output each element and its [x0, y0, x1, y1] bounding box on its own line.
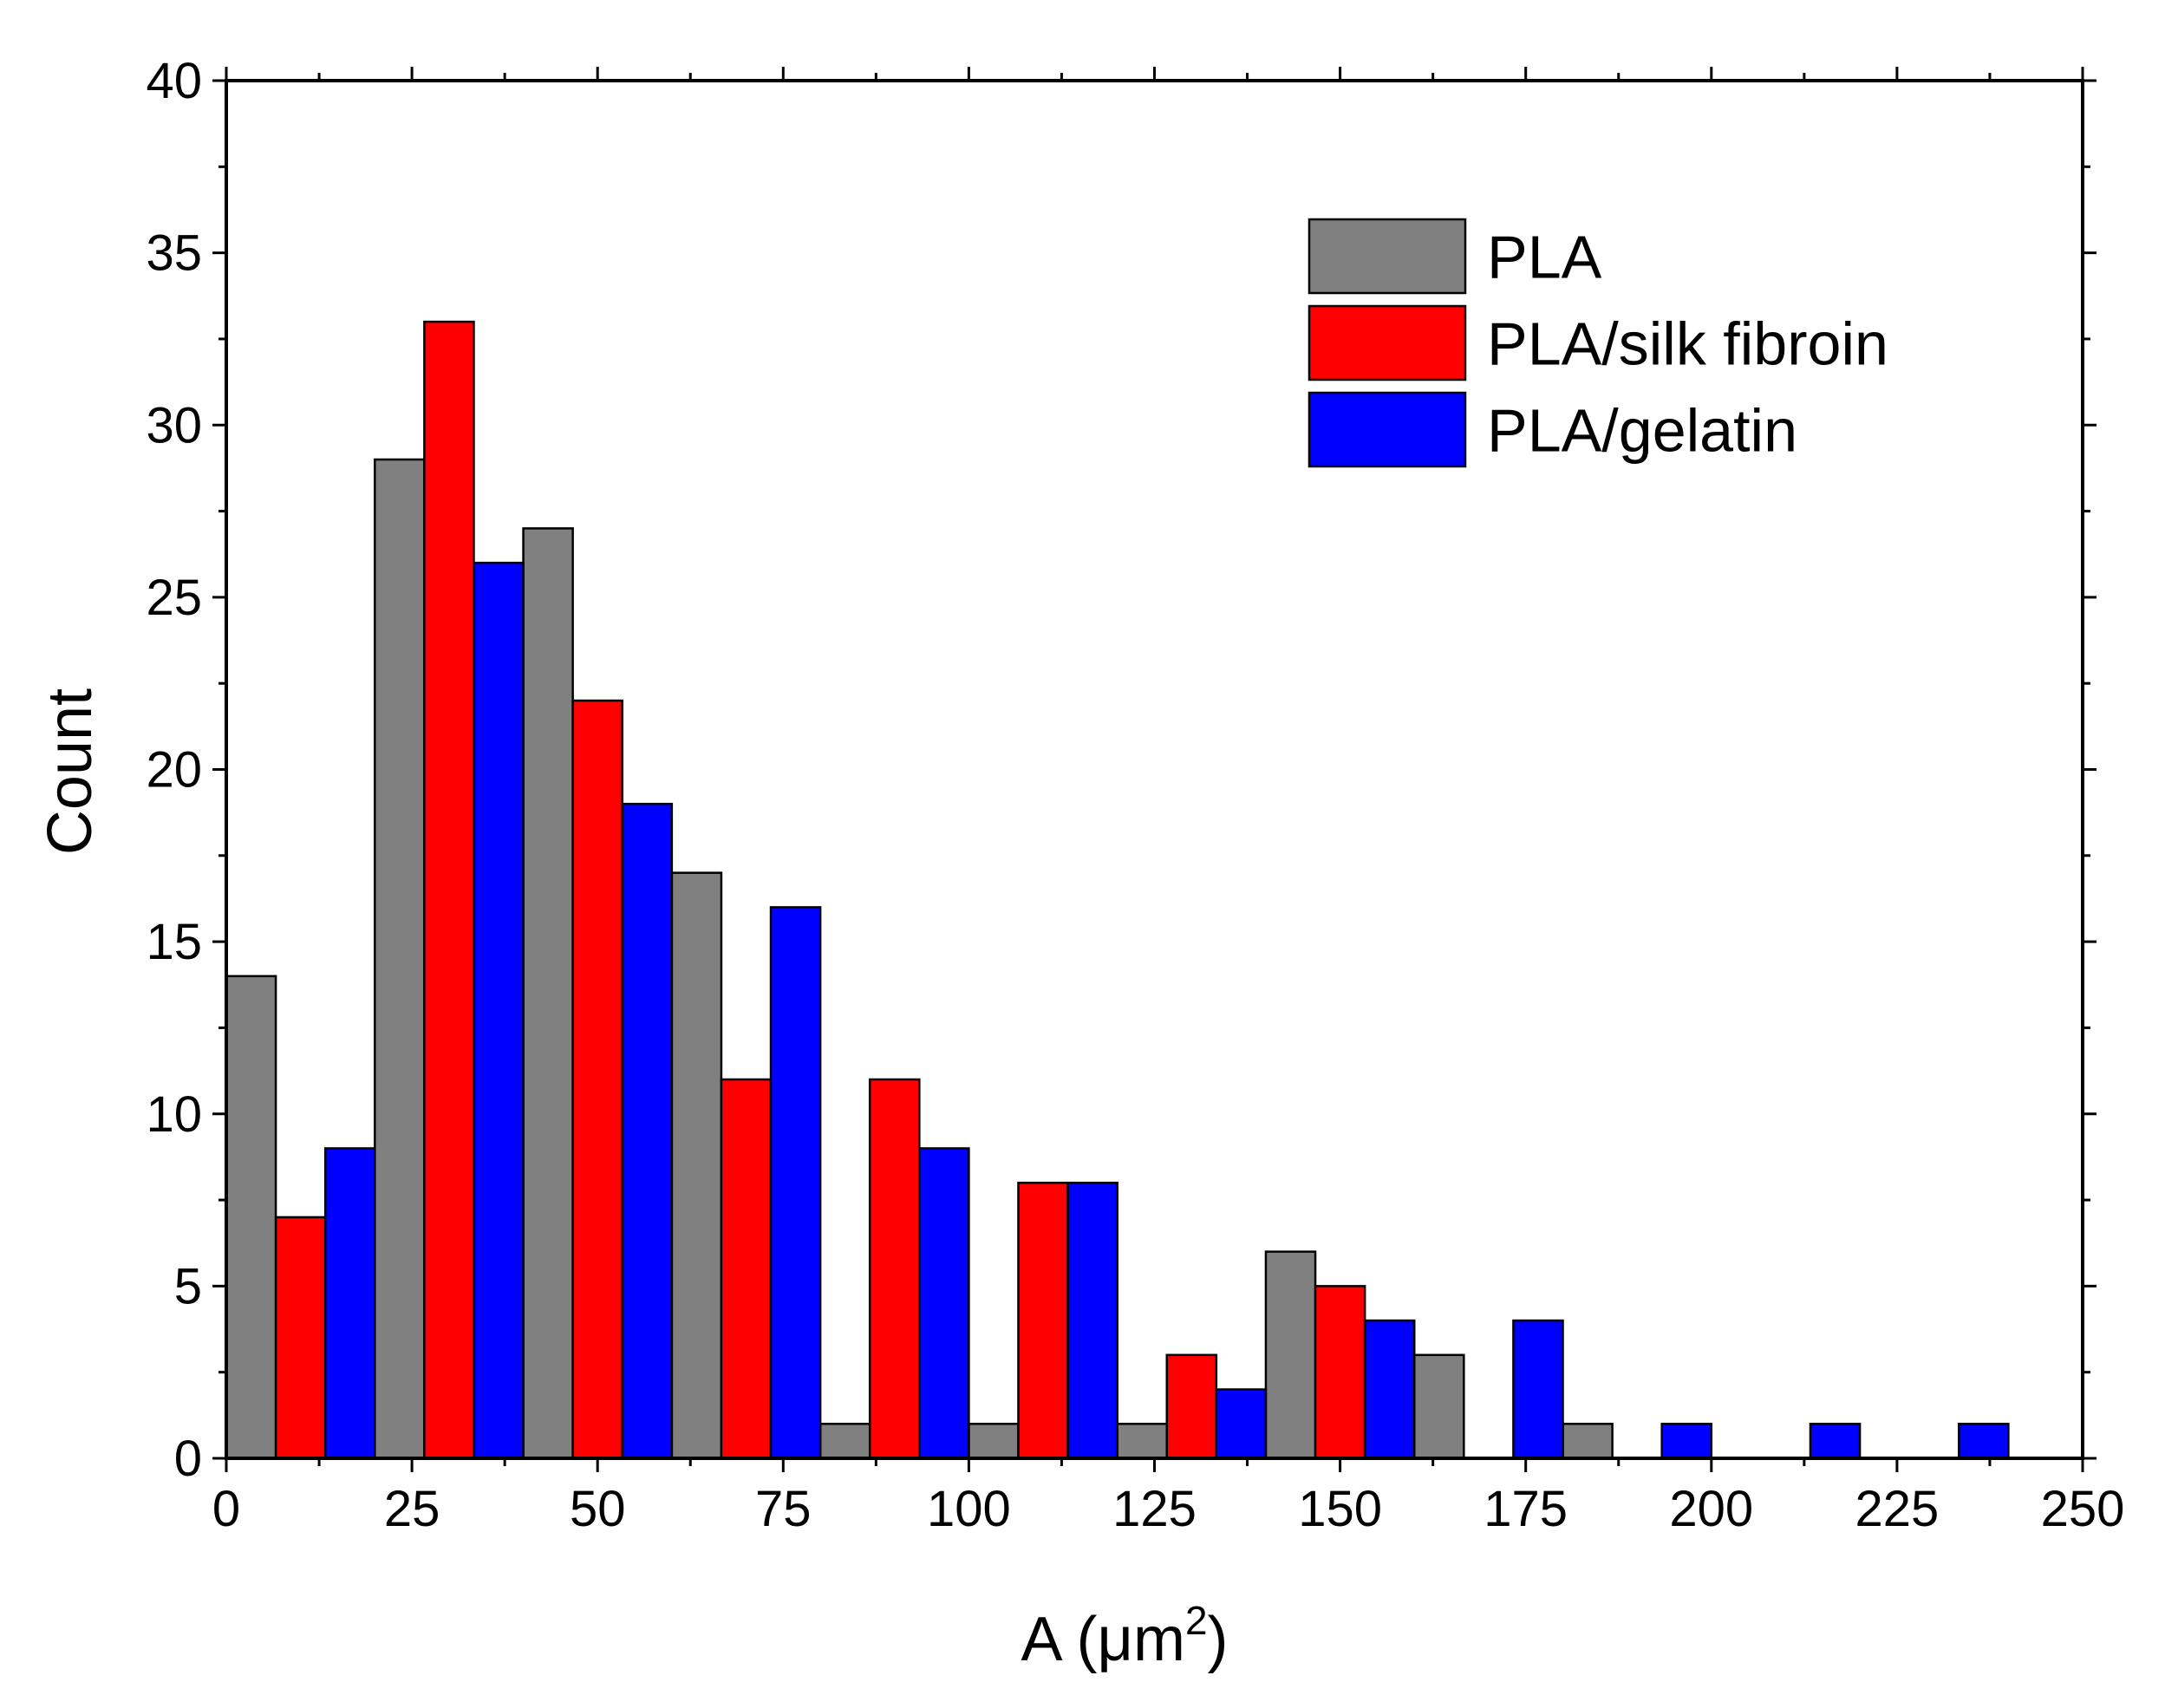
bar-pla-60 — [670, 871, 723, 1460]
y-tick-label: 40 — [146, 53, 202, 109]
legend-swatch-pla-gelatin — [1307, 391, 1467, 468]
bar-pla-gelatin-140 — [1363, 1319, 1416, 1460]
x-axis-title: A (μm2) — [1021, 1598, 1228, 1674]
bar-pla-100 — [968, 1423, 1020, 1460]
y-axis-title: Count — [36, 688, 105, 855]
legend: PLA PLA/silk fibroin PLA/gelatin — [1307, 218, 1888, 468]
x-tick-label: 50 — [570, 1481, 626, 1537]
bar-pla-120 — [1116, 1423, 1169, 1460]
bar-pla-gelatin-20 — [473, 561, 525, 1460]
x-tick-label: 0 — [212, 1481, 240, 1537]
legend-label-pla-silk-fibroin: PLA/silk fibroin — [1487, 310, 1888, 378]
legend-swatch-pla-silk-fibroin — [1307, 304, 1467, 381]
y-tick-label: 25 — [146, 570, 202, 626]
plot-frame — [225, 79, 2084, 1460]
bar-pla-silk-fibroin-20 — [423, 320, 475, 1460]
bar-pla-140 — [1264, 1250, 1317, 1460]
x-axis-title-close: ) — [1208, 1605, 1229, 1674]
bar-pla-0 — [225, 975, 277, 1460]
y-tick-label: 0 — [174, 1431, 202, 1487]
x-axis-title-unit: μm — [1097, 1605, 1184, 1674]
bar-pla-gelatin-0 — [323, 1147, 376, 1460]
bar-pla-20 — [374, 458, 426, 1460]
x-tick-label: 100 — [927, 1481, 1011, 1537]
bar-pla-silk-fibroin-100 — [1017, 1181, 1069, 1460]
bar-pla-gelatin-160 — [1512, 1319, 1564, 1460]
bar-pla-silk-fibroin-60 — [720, 1078, 773, 1460]
x-axis-title-superscript: 2 — [1185, 1598, 1208, 1643]
bar-pla-silk-fibroin-120 — [1165, 1353, 1218, 1460]
bar-pla-gelatin-200 — [1809, 1423, 1862, 1460]
x-tick-label: 225 — [1855, 1481, 1940, 1537]
tick-labels-layer: 0 25 50 75 100 125 150 175 200 225 250 0 5 10 15 20 25 30… — [146, 53, 2124, 1537]
bar-pla-gelatin-220 — [1958, 1423, 2010, 1460]
legend-label-pla: PLA — [1487, 224, 1602, 291]
legend-label-pla-gelatin: PLA/gelatin — [1487, 397, 1797, 465]
y-tick-label: 5 — [174, 1258, 202, 1314]
bar-pla-180 — [1562, 1423, 1614, 1460]
bar-pla-gelatin-180 — [1660, 1423, 1713, 1460]
x-tick-label: 25 — [384, 1481, 440, 1537]
bar-pla-silk-fibroin-140 — [1314, 1285, 1366, 1460]
bar-pla-silk-fibroin-40 — [571, 699, 623, 1460]
y-tick-label: 35 — [146, 225, 202, 282]
bar-pla-160 — [1412, 1353, 1465, 1460]
bar-pla-gelatin-80 — [918, 1147, 970, 1460]
bar-pla-silk-fibroin-80 — [868, 1078, 921, 1460]
y-tick-label: 20 — [146, 742, 202, 799]
y-tick-label: 10 — [146, 1086, 202, 1143]
bar-pla-gelatin-100 — [1066, 1181, 1118, 1460]
x-tick-label: 175 — [1484, 1481, 1568, 1537]
bars-layer — [225, 320, 2010, 1460]
bar-pla-gelatin-40 — [621, 802, 674, 1460]
x-tick-label: 125 — [1112, 1481, 1197, 1537]
y-tick-label: 30 — [146, 397, 202, 453]
x-tick-label: 200 — [1669, 1481, 1753, 1537]
bar-pla-gelatin-60 — [769, 906, 822, 1460]
bar-pla-80 — [818, 1423, 871, 1460]
y-tick-label: 15 — [146, 914, 202, 970]
x-axis-title-text: A ( — [1021, 1605, 1097, 1674]
x-tick-label: 250 — [2041, 1481, 2125, 1537]
x-tick-label: 150 — [1298, 1481, 1382, 1537]
bar-pla-gelatin-120 — [1215, 1388, 1268, 1460]
legend-swatch-pla — [1307, 218, 1467, 295]
bar-pla-silk-fibroin-0 — [274, 1216, 327, 1460]
x-tick-label: 75 — [755, 1481, 812, 1537]
bar-pla-40 — [522, 527, 574, 1460]
